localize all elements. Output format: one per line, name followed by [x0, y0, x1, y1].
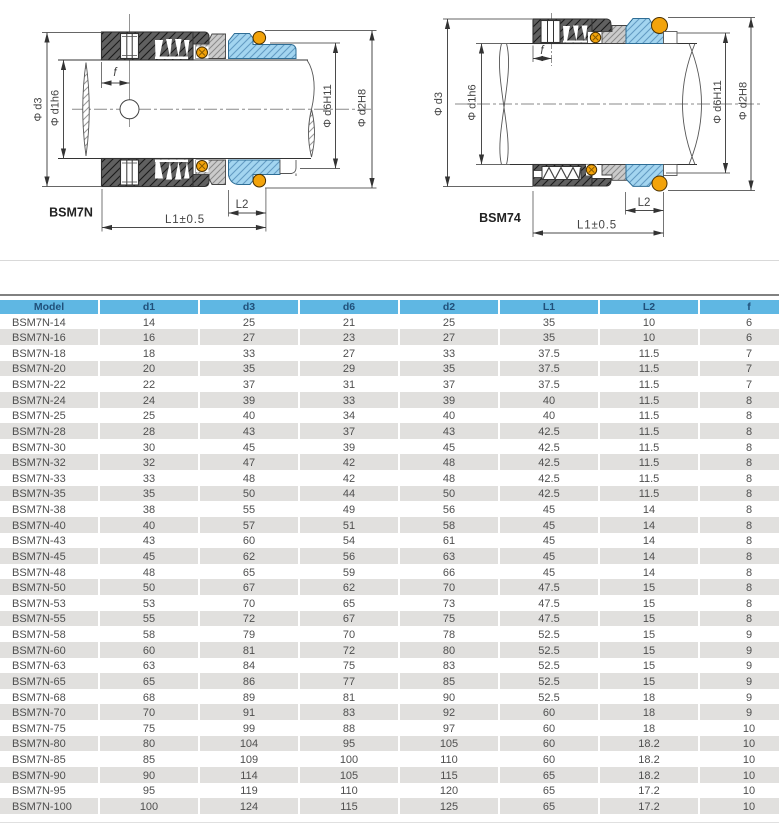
svg-text:Φ d6H11: Φ d6H11	[322, 84, 334, 127]
svg-text:BSM74: BSM74	[479, 211, 521, 225]
svg-text:Φ d2H8: Φ d2H8	[357, 89, 369, 127]
svg-text:Φ d1h6: Φ d1h6	[50, 90, 62, 126]
svg-text:Φ d1h6: Φ d1h6	[467, 84, 479, 120]
svg-text:Φ d3: Φ d3	[33, 97, 45, 121]
svg-text:f: f	[540, 45, 545, 57]
svg-text:L2: L2	[638, 197, 651, 209]
svg-text:L1±0.5: L1±0.5	[577, 220, 617, 232]
svg-text:Φ d2H8: Φ d2H8	[738, 82, 750, 120]
svg-text:Φ d6H11: Φ d6H11	[712, 80, 724, 123]
svg-text:L2: L2	[236, 199, 249, 211]
svg-text:L1±0.5: L1±0.5	[165, 214, 205, 226]
svg-text:BSM7N: BSM7N	[49, 206, 93, 220]
svg-text:Φ d3: Φ d3	[433, 92, 445, 116]
svg-text:f: f	[113, 67, 118, 79]
